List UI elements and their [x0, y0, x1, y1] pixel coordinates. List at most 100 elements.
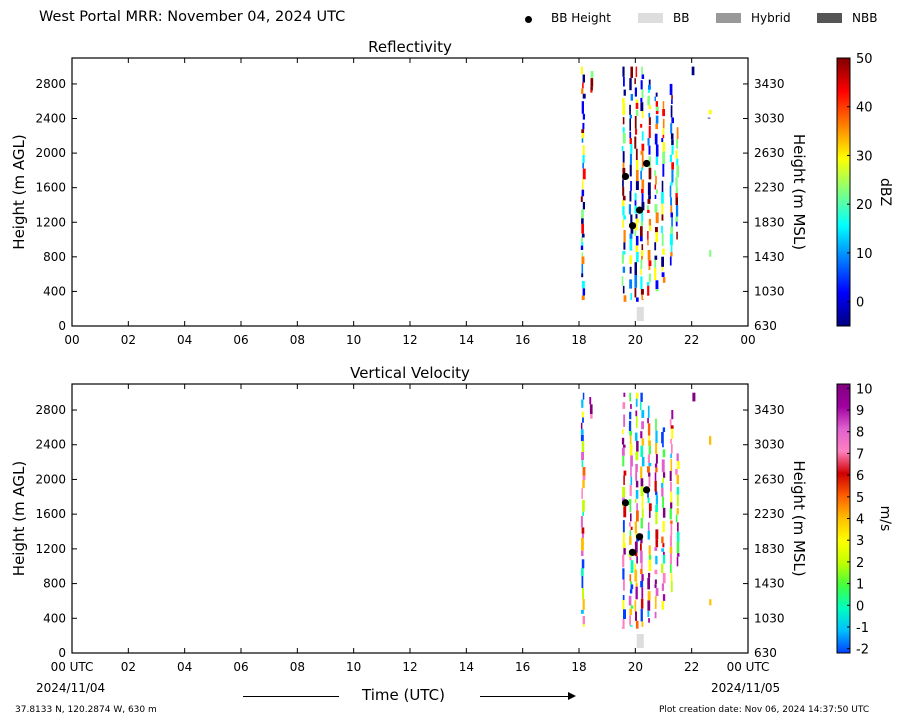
echo-segment: [676, 205, 678, 217]
colorbar-tick-label: 8: [856, 426, 864, 441]
echo-segment: [655, 556, 657, 565]
echo-segment: [590, 404, 593, 414]
echo-segment: [649, 555, 651, 560]
echo-segment: [581, 67, 583, 75]
echo-segment: [641, 410, 644, 418]
echo-segment: [647, 282, 649, 286]
echo-segment: [662, 214, 664, 220]
echo-segment: [671, 245, 673, 252]
y-tick-label-right: 2230: [754, 507, 785, 521]
echo-segment: [631, 560, 634, 573]
echo-segment: [641, 295, 643, 299]
echo-segment: [676, 232, 678, 240]
echo-segment: [647, 240, 649, 246]
echo-segment: [656, 101, 658, 107]
echo-segment: [677, 127, 679, 139]
echo-segment: [654, 547, 657, 551]
echo-segment: [630, 467, 632, 477]
echo-segment: [670, 123, 672, 133]
echo-segment: [649, 511, 651, 518]
echo-segment: [675, 217, 678, 222]
echo-segment: [662, 601, 664, 610]
echo-segment: [582, 190, 585, 197]
colorbar-tick-label: 1: [856, 578, 864, 593]
echo-segment: [582, 512, 584, 516]
echo-segment: [648, 406, 650, 418]
echo-segment: [641, 222, 643, 227]
echo-segment: [655, 492, 657, 496]
echo-segment: [648, 250, 651, 261]
echo-segment: [622, 429, 624, 434]
echo-segment: [675, 150, 677, 158]
echo-segment: [661, 432, 664, 443]
x-tick-label: 04: [177, 333, 192, 347]
echo-segment: [709, 599, 711, 605]
y-tick-label-right: 1830: [754, 542, 785, 556]
bb-flag-bar: [637, 307, 644, 321]
echo-segment: [624, 230, 626, 242]
echo-segment: [630, 144, 632, 154]
echo-segment: [640, 237, 643, 242]
x-tick-label: 12: [402, 660, 417, 674]
echo-segment: [640, 393, 642, 402]
echo-segment: [623, 117, 625, 124]
echo-segment: [656, 145, 659, 157]
echo-segment: [622, 180, 624, 187]
echo-segment: [649, 261, 652, 267]
echo-segment: [636, 110, 638, 116]
colorbar-tick-label: 10: [856, 247, 873, 262]
echo-segment: [661, 483, 663, 488]
echo-segment: [677, 475, 680, 484]
echo-segment: [636, 236, 639, 246]
echo-segment: [671, 524, 673, 535]
echo-segment: [636, 170, 639, 181]
echo-segment: [630, 215, 632, 224]
echo-segment: [676, 139, 678, 148]
end-date: 2024/11/05: [711, 681, 780, 695]
echo-segment: [623, 595, 625, 600]
colorbar-tick-label: -2: [856, 643, 869, 658]
x-tick-label: 22: [684, 660, 699, 674]
colorbar-tick-label: 0: [856, 599, 864, 614]
echo-segment: [708, 118, 711, 119]
y-tick-label: 400: [43, 611, 66, 625]
echo-segment: [661, 226, 663, 233]
echo-segment: [623, 548, 625, 555]
echo-segment: [582, 133, 585, 138]
echo-segment: [636, 246, 639, 253]
echo-segment: [635, 288, 637, 298]
echo-segment: [662, 233, 664, 246]
y-tick-label: 1600: [35, 181, 66, 195]
echo-segment: [630, 557, 632, 560]
echo-segment: [641, 486, 644, 496]
echo-segment: [641, 574, 643, 581]
x-tick-label: 00: [64, 333, 79, 347]
echo-segment: [629, 431, 632, 436]
echo-segment: [629, 393, 631, 402]
echo-segment: [582, 264, 584, 273]
echo-segment: [671, 429, 673, 439]
echo-segment: [677, 522, 679, 531]
y-tick-label: 2400: [35, 438, 66, 452]
echo-segment: [655, 97, 657, 102]
y-axis-label-right: Height (m MSL): [790, 460, 808, 576]
echo-segment: [635, 116, 637, 129]
echo-segment: [583, 169, 586, 180]
echo-segment: [663, 119, 665, 128]
echo-segment: [641, 478, 644, 486]
echo-segment: [581, 238, 583, 243]
echo-segment: [635, 611, 637, 621]
echo-segment: [622, 627, 625, 629]
echo-segment: [671, 459, 673, 471]
echo-segment: [655, 580, 657, 585]
echo-segment: [671, 95, 673, 99]
echo-segment: [661, 138, 663, 142]
echo-segment: [655, 512, 657, 524]
echo-segment: [662, 443, 664, 447]
echo-segment: [629, 596, 632, 606]
echo-segment: [629, 105, 631, 115]
echo-segment: [648, 454, 650, 463]
echo-segment: [655, 464, 657, 468]
echo-segment: [583, 624, 585, 627]
echo-segment: [635, 522, 637, 534]
